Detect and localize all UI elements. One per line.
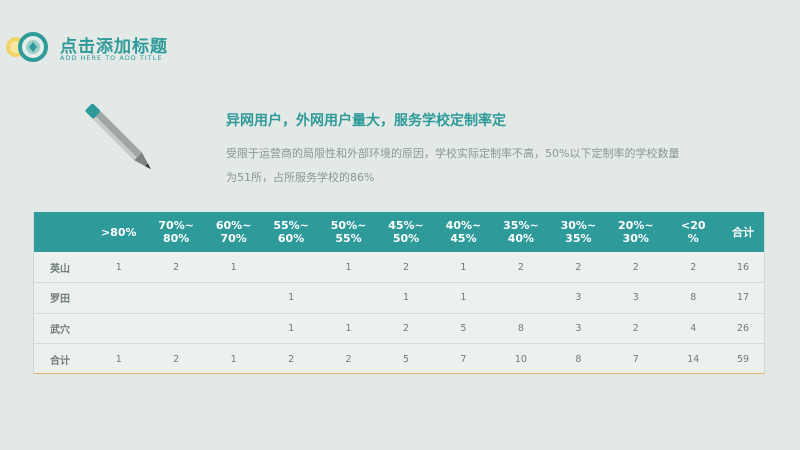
table-cell: 1 — [345, 261, 352, 273]
table-header-cell: 20%~ 30% — [618, 219, 654, 245]
table-cell: 1 — [115, 353, 122, 365]
table-cell: 1 — [230, 261, 237, 273]
table-header-cell: 60%~ 70% — [215, 219, 252, 245]
page-subtitle: ADD HERE TO ADD TITLE — [60, 54, 163, 62]
table-cell: 2 — [517, 261, 524, 273]
row-label: 英山 — [50, 263, 70, 275]
table-header-cell: 35%~ 40% — [503, 219, 539, 245]
table-row: 武穴 1 1 2 5 8 3 2 4 26 — [34, 313, 764, 344]
table-cell: 8 — [575, 353, 582, 365]
table-cell: 5 — [402, 353, 410, 365]
table-cell: 2 — [690, 261, 697, 273]
table-cell: 59 — [736, 353, 750, 365]
table-header-total: 合计 — [732, 225, 754, 239]
table-header-cell: 50%~ 55% — [330, 219, 367, 245]
table-cell: 2 — [575, 261, 582, 273]
row-label: 武穴 — [50, 324, 70, 336]
table-cell: 3 — [632, 292, 639, 304]
table-cell: 1 — [230, 353, 237, 365]
table-cell: 17 — [736, 292, 750, 304]
table-header-corner — [34, 212, 90, 252]
table-cell: 4 — [690, 322, 697, 334]
table-cell: 1 — [460, 261, 467, 273]
table-cell: 1 — [402, 292, 410, 304]
table-cell: 1 — [345, 322, 352, 334]
row-label: 合计 — [50, 355, 70, 367]
table-cell: 2 — [173, 261, 180, 273]
table-cell: 3 — [575, 322, 582, 334]
table-cell: 26 — [736, 322, 750, 334]
table-cell: 2 — [632, 261, 639, 273]
table-header-cell: >80% — [100, 225, 137, 239]
table-header-cell: 55%~ 60% — [273, 219, 309, 245]
table-cell: 2 — [402, 261, 410, 273]
table-cell — [205, 313, 262, 344]
description-line-1: 受限于运营商的局限性和外部环境的原因，学校实际定制率不高，50%以下定制率的学校… — [226, 147, 680, 160]
row-label: 罗田 — [50, 294, 70, 306]
table-cell — [147, 313, 204, 344]
table-cell: 2 — [632, 322, 639, 334]
table-cell: 7 — [632, 353, 639, 365]
table-header-cell: <20% — [681, 219, 706, 245]
table-cell — [492, 283, 549, 314]
table-cell: 8 — [517, 322, 524, 334]
table-header-cell: 70%~ 80% — [158, 219, 194, 245]
table-cell: 1 — [288, 292, 295, 304]
description: 受限于运营商的局限性和外部环境的原因，学校实际定制率不高，50%以下定制率的学校… — [226, 142, 746, 190]
table-cell: 2 — [402, 322, 410, 334]
table-cell — [90, 313, 147, 344]
table-cell — [320, 283, 377, 314]
table-cell: 2 — [345, 353, 352, 365]
table-header-cell: 30%~ 35% — [560, 219, 597, 245]
data-table: >80% 70%~ 80% 60%~ 70% 55%~ 60% 50%~ 55% 45%… — [33, 212, 765, 374]
table-header-cell: 45%~ 50% — [388, 219, 424, 245]
table-cell: 1 — [288, 322, 295, 334]
table-row: 合计 1 2 1 2 2 5 7 10 8 7 14 59 — [34, 344, 764, 375]
table-cell: 5 — [460, 322, 467, 334]
table-cell: 7 — [460, 353, 467, 365]
table-cell — [205, 283, 262, 314]
table-cell: 2 — [288, 353, 295, 365]
page-title: 点击添加标题 — [60, 37, 168, 57]
table-cell: 8 — [690, 292, 697, 304]
logo-icon — [5, 30, 49, 64]
table-cell — [262, 252, 319, 283]
table-cell: 1 — [460, 292, 467, 304]
table-cell: 10 — [514, 353, 527, 365]
table-cell: 14 — [687, 353, 700, 365]
description-line-2: 为51所，占所服务学校的86% — [226, 171, 375, 184]
table-cell: 2 — [173, 353, 180, 365]
table-cell: 3 — [575, 292, 582, 304]
table-cell — [147, 283, 204, 314]
table-row: 罗田 1 1 1 3 3 8 17 — [34, 283, 764, 314]
table-header-row: >80% 70%~ 80% 60%~ 70% 55%~ 60% 50%~ 55% 45%… — [34, 212, 764, 252]
table-header-cell: 40%~ 45% — [445, 219, 482, 245]
table-cell: 16 — [736, 261, 750, 273]
pencil-icon — [82, 100, 168, 188]
table-cell: 1 — [115, 261, 122, 273]
headline: 异网用户，外网用户量大，服务学校定制率定 — [226, 113, 506, 129]
table-row: 英山 1 2 1 1 2 1 2 2 2 2 16 — [34, 252, 764, 283]
table-cell — [90, 283, 147, 314]
